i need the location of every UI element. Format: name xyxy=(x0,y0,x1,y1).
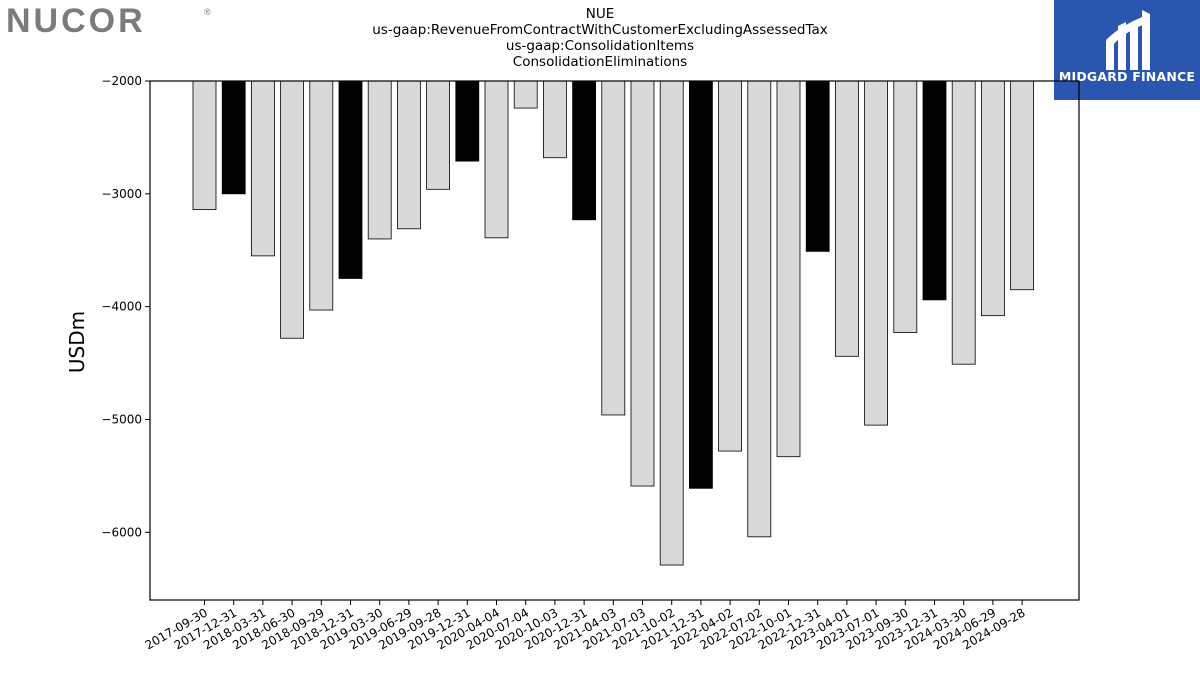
y-axis: −2000 −3000 −4000 −5000 −6000 xyxy=(101,74,150,539)
bar-2017-12-31 xyxy=(221,80,246,195)
bar-2021-04-03 xyxy=(601,80,626,416)
chart-title-line: us-gaap:ConsolidationItems xyxy=(505,38,695,54)
registered-mark: ® xyxy=(204,7,211,17)
bar-2017-09-30 xyxy=(192,80,217,211)
bar-2021-10-02 xyxy=(659,80,684,566)
bar-2019-06-29 xyxy=(396,80,421,230)
bar-2022-04-02 xyxy=(718,80,742,452)
bar-2019-09-28 xyxy=(426,80,451,190)
bar-2019-12-31 xyxy=(455,80,480,162)
bar-2020-04-04 xyxy=(484,80,509,239)
bar-2021-12-31 xyxy=(689,80,713,489)
bar-2021-07-03 xyxy=(630,80,655,487)
bar-2020-07-04 xyxy=(513,80,538,109)
y-tick-label: −5000 xyxy=(101,412,142,426)
chart-title: NUE us-gaap:RevenueFromContractWithCusto… xyxy=(0,6,1200,70)
bar-2024-03-30 xyxy=(951,80,976,365)
bar-2018-09-29 xyxy=(309,80,334,311)
y-tick-label: −4000 xyxy=(101,300,142,314)
bar-2018-03-31 xyxy=(250,80,275,257)
bar-2022-12-31 xyxy=(805,80,830,252)
bar-2024-09-28 xyxy=(1010,80,1034,291)
bar-2024-06-29 xyxy=(981,80,1005,317)
bar-2018-06-30 xyxy=(280,80,305,339)
y-tick-label: −3000 xyxy=(101,187,142,201)
bar-2023-04-01 xyxy=(835,80,859,357)
bar-2022-10-01 xyxy=(776,80,801,458)
bar-2020-10-03 xyxy=(543,80,567,159)
y-axis-label: USDm xyxy=(65,311,89,373)
chart-title-line: ConsolidationEliminations xyxy=(512,54,688,70)
midgard-finance-label: MIDGARD FINANCE xyxy=(1058,69,1196,84)
midgard-finance-logo: MIDGARD FINANCE xyxy=(1054,0,1200,100)
midgard-mark-icon xyxy=(1106,10,1150,70)
bar-2023-12-31 xyxy=(922,80,947,301)
bar-2018-12-31 xyxy=(338,80,363,279)
bar-2022-07-02 xyxy=(747,80,772,538)
bar-2020-12-31 xyxy=(572,80,596,221)
bar-2019-03-30 xyxy=(367,80,392,240)
chart-title-line: us-gaap:RevenueFromContractWithCustomerE… xyxy=(372,22,828,38)
nucor-logo-text: NUCOR xyxy=(6,4,146,34)
bars-group xyxy=(192,80,1034,566)
bar-2023-07-01 xyxy=(864,80,888,426)
y-tick-label: −2000 xyxy=(101,74,142,88)
chart-title-line: NUE xyxy=(585,6,615,22)
plot-frame xyxy=(149,80,1080,601)
nucor-logo: NUCOR ® xyxy=(6,2,216,40)
x-axis: 2017-09-302017-12-312018-03-312018-06-30… xyxy=(143,600,1028,652)
y-tick-label: −6000 xyxy=(101,525,142,539)
bar-2023-09-30 xyxy=(893,80,918,334)
